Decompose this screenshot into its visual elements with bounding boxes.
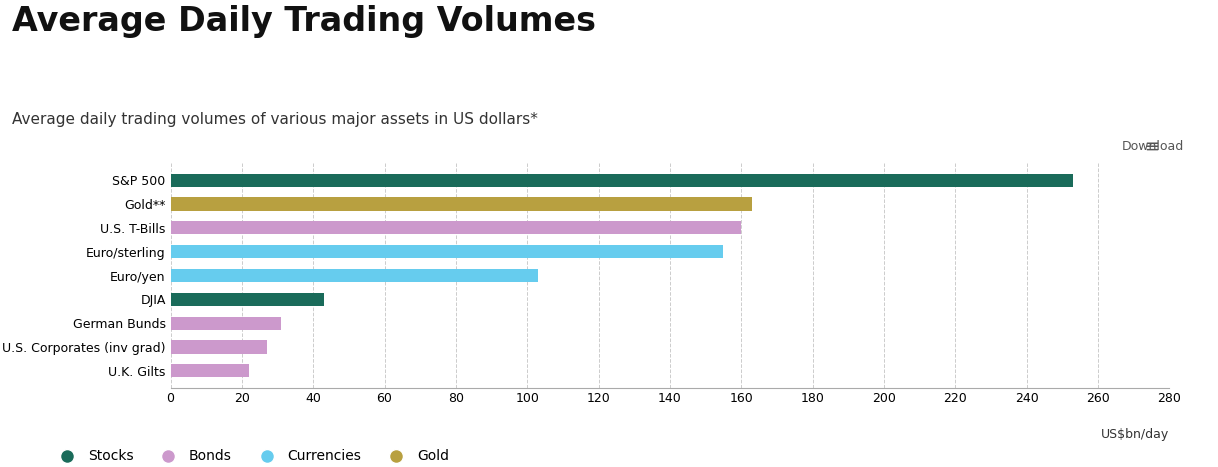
Bar xyxy=(171,269,538,282)
Bar xyxy=(171,293,324,306)
Bar xyxy=(171,198,752,211)
Bar xyxy=(171,245,723,258)
Text: Average daily trading volumes of various major assets in US dollars*: Average daily trading volumes of various… xyxy=(12,112,538,127)
Text: Download: Download xyxy=(1122,140,1184,153)
Legend: Stocks, Bonds, Currencies, Gold: Stocks, Bonds, Currencies, Gold xyxy=(48,444,454,467)
Bar xyxy=(171,364,248,377)
Bar xyxy=(171,174,1073,187)
Bar xyxy=(171,221,742,234)
Text: Average Daily Trading Volumes: Average Daily Trading Volumes xyxy=(12,5,596,38)
Text: US$bn/day: US$bn/day xyxy=(1101,428,1169,441)
Bar xyxy=(171,317,281,330)
Bar xyxy=(171,340,267,354)
Text: ≡: ≡ xyxy=(1145,138,1160,156)
